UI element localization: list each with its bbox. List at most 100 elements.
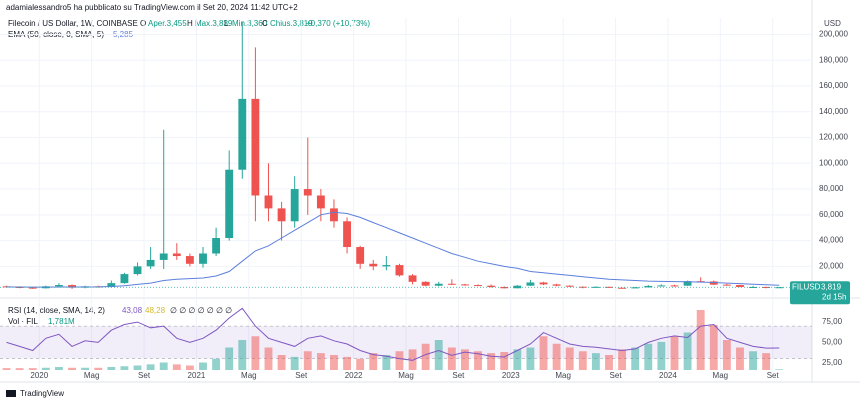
symbol: Filecoin / US Dollar, 1W, COINBASE — [8, 19, 138, 28]
x-tick-label: 2022 — [345, 371, 363, 380]
volume-bar — [41, 367, 50, 370]
candle-body — [212, 238, 221, 254]
footer: TradingView — [20, 389, 64, 398]
volume-bar — [238, 340, 247, 370]
candle-body — [421, 281, 430, 286]
volume-bar — [605, 355, 613, 370]
high-key: H — [187, 19, 193, 28]
price-tag-countdown: 2d 15h — [822, 292, 846, 301]
candle-body — [395, 265, 404, 276]
x-tick-label: Set — [610, 371, 623, 380]
volume-bar — [330, 355, 338, 370]
volume-bar — [28, 368, 37, 370]
candle-body — [316, 195, 325, 209]
volume-bar — [159, 362, 168, 370]
candle-body — [683, 281, 692, 286]
volume-bar — [461, 349, 469, 370]
volume-bar — [736, 347, 744, 370]
currency: USD — [824, 19, 841, 28]
volume-bar — [343, 356, 351, 370]
candle-body — [107, 283, 116, 287]
volume-bar — [526, 347, 535, 370]
candle-body — [120, 274, 129, 284]
candle-body — [133, 266, 142, 275]
y-tick-label: 100,000 — [819, 158, 848, 167]
x-tick-label: 2023 — [502, 371, 520, 380]
candle-body — [343, 221, 351, 248]
volume-bar — [657, 341, 666, 370]
candle-body — [172, 253, 181, 257]
x-tick-label: 2021 — [188, 371, 206, 380]
rsi-tick-label: 75,00 — [822, 317, 843, 326]
rsi-tick-label: 50,00 — [822, 337, 843, 346]
candle-body — [722, 284, 731, 286]
candle-body — [709, 281, 718, 285]
logo — [6, 390, 16, 397]
volume-bar — [290, 356, 299, 370]
ema-line — [6, 211, 780, 288]
candle-body — [487, 285, 496, 287]
x-tick-label: Mag — [713, 371, 729, 380]
candle-body — [303, 189, 312, 196]
rsi-value: 43,08 — [122, 306, 143, 315]
candle-body — [618, 287, 627, 289]
candle-body — [277, 208, 286, 222]
candle-body — [290, 189, 299, 222]
candle-body — [565, 285, 574, 287]
y-tick-label: 180,000 — [819, 55, 848, 64]
volume-bar — [618, 349, 627, 370]
candle-body — [68, 285, 76, 288]
volume-bar — [303, 351, 312, 370]
candle-body — [591, 286, 600, 288]
candle-body — [369, 263, 378, 267]
candle-body — [631, 287, 640, 289]
open-value: Aper.3,455 — [148, 19, 187, 28]
candle-body — [251, 98, 260, 196]
x-tick-label: 2020 — [30, 371, 48, 380]
candle-body — [28, 287, 37, 289]
candle-body — [225, 169, 234, 239]
candle-body — [461, 284, 469, 286]
volume-bar — [749, 351, 757, 370]
volume-bar — [591, 353, 600, 370]
candle-body — [736, 285, 744, 287]
candle-body — [199, 253, 207, 264]
candle-body — [408, 275, 417, 282]
volume-bar — [513, 349, 522, 370]
candle-body — [500, 286, 509, 289]
volume-bar — [709, 325, 718, 370]
volume-bar — [487, 353, 496, 370]
candle-body — [330, 208, 338, 222]
x-tick-label: Set — [295, 371, 308, 380]
open-key: O — [140, 19, 146, 28]
candle-body — [670, 285, 679, 287]
candle-body — [539, 282, 548, 285]
volume-bar — [474, 351, 482, 370]
candle-body — [775, 287, 784, 289]
volume-bar — [356, 358, 365, 370]
candle-body — [356, 247, 365, 264]
volume-bar — [172, 364, 181, 370]
volume-bar — [631, 347, 640, 370]
volume-bar — [264, 347, 273, 370]
candle-body — [159, 253, 168, 260]
x-tick-label: Set — [452, 371, 465, 380]
volume-bar — [68, 367, 76, 370]
volume-bar — [539, 336, 548, 370]
volume-bar — [762, 353, 771, 370]
volume-bar — [146, 364, 155, 370]
x-tick-label: Mag — [555, 371, 571, 380]
volume-bar — [369, 353, 378, 370]
candle-body — [474, 285, 482, 287]
volume-bar — [251, 336, 260, 370]
volume-bar — [81, 367, 90, 370]
volume-bar — [120, 366, 129, 370]
volume-bar — [395, 351, 404, 370]
volume-bar — [683, 332, 692, 370]
volume-bar — [421, 343, 430, 370]
close-key: C — [262, 19, 268, 28]
candle-body — [264, 195, 273, 209]
volume-bar — [552, 343, 561, 370]
candle-body — [382, 265, 391, 267]
